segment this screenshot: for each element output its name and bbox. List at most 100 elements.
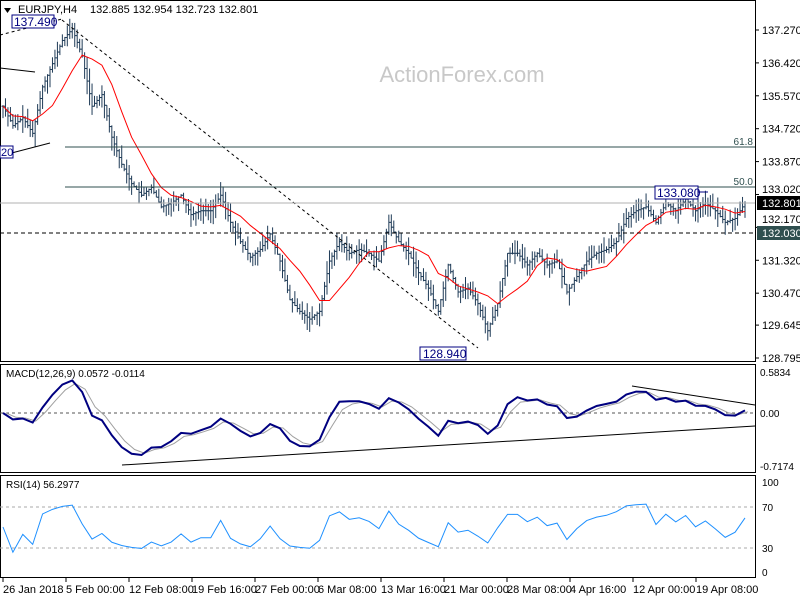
ohlc-bar — [493, 305, 497, 322]
macd-resistance-trendline[interactable] — [631, 385, 756, 406]
cut-label-box — [0, 145, 14, 159]
price-tick-label: 132.170 — [762, 214, 800, 226]
ohlc-bar — [305, 303, 309, 331]
ohlc-bar — [73, 22, 77, 47]
ohlc-bar — [426, 280, 430, 301]
macd-title: MACD(12,26,9) 0.0572 -0.0114 — [6, 369, 145, 380]
ohlc-bar — [473, 287, 477, 306]
ohlc-bar — [149, 184, 153, 194]
ohlc-bar — [738, 201, 742, 216]
ohlc-bar — [298, 303, 302, 315]
ohlc-bar — [392, 220, 396, 234]
ohlc-bar — [137, 182, 141, 204]
ohlc-bar — [36, 104, 40, 125]
time-tick-label: 19 Apr 08:00 — [696, 584, 758, 596]
ohlc-bar — [357, 239, 361, 263]
ohlc-bar — [414, 251, 418, 278]
ohlc-bar — [379, 245, 383, 264]
ohlc-bar — [157, 188, 161, 204]
ohlc-bar — [496, 303, 500, 317]
high-label: 137.490 — [14, 15, 58, 29]
price-tick-label: 129.645 — [762, 320, 800, 332]
macd-line — [2, 379, 746, 457]
ohlc-bar — [68, 18, 72, 40]
ohlc-bar — [100, 85, 104, 108]
ohlc-bar — [617, 223, 621, 243]
ohlc-bar — [340, 234, 344, 253]
ohlc-bar — [545, 253, 549, 269]
ohlc-bar — [31, 120, 35, 138]
ohlc-bar — [412, 246, 416, 277]
ohlc-bar — [63, 36, 67, 47]
time-tick-label: 5 Feb 00:00 — [66, 584, 125, 596]
price-tick-label: 134.720 — [762, 124, 800, 136]
ohlc-bar — [224, 191, 228, 220]
downtrend-line[interactable] — [61, 19, 479, 349]
price-tick-label: 133.870 — [762, 157, 800, 169]
ohlc-bar — [288, 284, 292, 301]
ohlc-bar — [661, 203, 665, 215]
low-label-box — [419, 346, 467, 361]
ohlc-bar — [372, 250, 376, 271]
ohlc-bar — [642, 207, 646, 220]
support-price-tag: 132.030 — [762, 228, 800, 240]
ohlc-bar — [439, 298, 443, 315]
price-tick-label: 137.270 — [762, 25, 800, 37]
ohlc-bar — [409, 251, 413, 259]
ohlc-bar — [600, 243, 604, 263]
ohlc-bar — [243, 241, 247, 250]
rsi-panel — [0, 475, 756, 578]
ohlc-bar — [444, 269, 448, 301]
ohlc-bar — [221, 186, 225, 208]
ohlc-bar — [580, 267, 584, 280]
ohlc-bar — [293, 291, 297, 307]
ohlc-bar — [276, 243, 280, 255]
rsi-tick-100: 100 — [762, 478, 779, 489]
ohlc-bar — [567, 284, 571, 306]
ohlc-bar — [713, 207, 717, 220]
ohlc-bar — [78, 38, 82, 53]
ohlc-bar — [609, 234, 613, 253]
ohlc-bar — [318, 303, 322, 327]
cut-line[interactable] — [0, 67, 36, 73]
ohlc-bar — [308, 311, 312, 332]
ohlc-bar — [93, 95, 97, 107]
ohlc-bar — [130, 175, 134, 195]
ohlc-bar — [478, 302, 482, 318]
ohlc-bar — [565, 283, 569, 295]
macd-support-trendline[interactable] — [121, 425, 756, 466]
ohlc-bar — [97, 94, 101, 106]
ohlc-bar — [278, 253, 282, 272]
ohlc-bar — [525, 256, 529, 276]
ohlc-bar — [70, 22, 74, 39]
ohlc-bar — [533, 251, 537, 268]
ohlc-bar — [184, 199, 188, 214]
time-tick-label: 21 Mar 00:00 — [444, 584, 509, 596]
ohlc-bar — [614, 237, 618, 257]
ohlc-bar — [726, 220, 730, 226]
price-tick-label: 135.570 — [762, 91, 800, 103]
ohlc-bar — [669, 203, 673, 215]
price-tick-label: 130.470 — [762, 288, 800, 300]
price-tick-label: 133.020 — [762, 184, 800, 196]
chart-header: EURJPY,H4 — [18, 4, 77, 16]
rsi-tick-0: 0 — [762, 568, 768, 579]
ohlc-bar — [323, 281, 327, 301]
ohlc-bar — [387, 214, 391, 235]
ohlc-bar — [144, 187, 148, 200]
ohlc-bar — [370, 252, 374, 261]
ohlc-bar — [177, 196, 181, 212]
ohlc-bar — [261, 234, 265, 252]
ohlc-bar — [511, 242, 515, 255]
ohlc-bar — [651, 209, 655, 222]
rsi-title: RSI(14) 56.2977 — [6, 480, 80, 491]
ohlc-bar — [706, 197, 710, 217]
dropdown-triangle-icon[interactable] — [4, 8, 11, 13]
ohlc-bar — [466, 283, 470, 300]
ohlc-bar — [441, 281, 445, 307]
time-tick-label: 27 Feb 00:00 — [255, 584, 320, 596]
ohlc-bar — [41, 84, 45, 109]
ohlc-bar — [209, 200, 213, 224]
ohlc-bar — [491, 306, 495, 325]
ohlc-bar — [65, 25, 69, 47]
